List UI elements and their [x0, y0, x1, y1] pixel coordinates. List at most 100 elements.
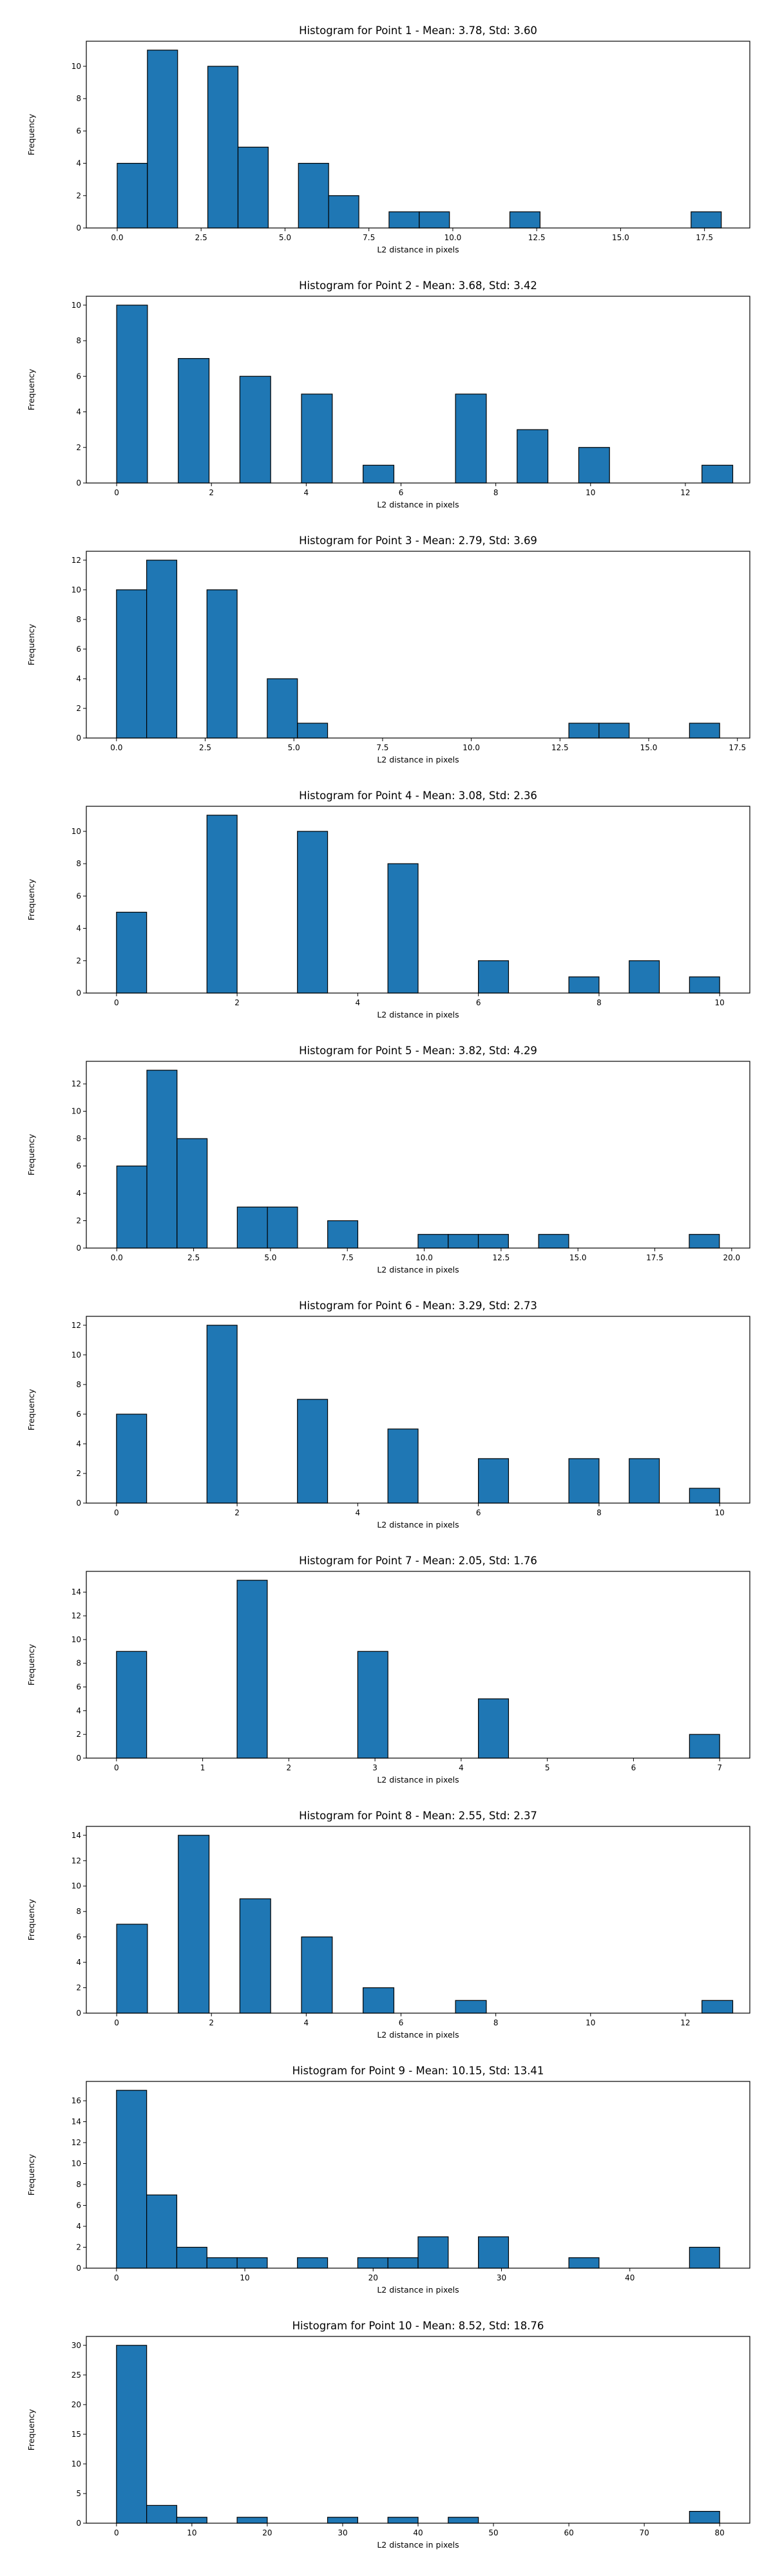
histogram-bar: [419, 211, 450, 229]
histogram-bar: [568, 2257, 600, 2269]
histogram-bar: [237, 146, 269, 229]
x-tick-label: 6: [399, 2018, 404, 2027]
y-axis-label: Frequency: [26, 623, 36, 665]
histogram-bar: [116, 1165, 148, 1249]
histogram-bar: [117, 162, 148, 229]
x-tick-label: 2: [209, 2018, 214, 2027]
histogram-bar: [178, 1835, 210, 2014]
histogram-bar: [701, 464, 734, 484]
y-tick-label: 20: [72, 2400, 81, 2409]
histogram-bar: [267, 1206, 298, 1249]
x-tick-label: 1: [200, 1763, 205, 1772]
chart-title: Histogram for Point 8 - Mean: 2.55, Std:…: [299, 1810, 537, 1822]
x-tick-label: 0: [114, 2018, 119, 2027]
histogram-bar: [178, 358, 210, 484]
x-tick-label: 0.0: [110, 743, 122, 752]
y-tick-label: 5: [76, 2489, 81, 2498]
histogram-bar: [206, 815, 238, 994]
x-axis-label: L2 distance in pixels: [377, 2540, 459, 2550]
y-tick-label: 15: [72, 2430, 81, 2439]
x-tick-label: 50: [488, 2528, 498, 2537]
x-tick-label: 7.5: [363, 233, 375, 242]
x-tick-label: 0: [114, 998, 119, 1007]
histogram-bar: [239, 375, 271, 484]
y-tick-label: 4: [76, 1189, 81, 1198]
x-tick-label: 5.0: [288, 743, 300, 752]
x-tick-label: 80: [715, 2528, 725, 2537]
histogram-bar: [691, 211, 722, 229]
histogram-bar: [116, 1414, 148, 1504]
histogram-bar: [297, 1399, 329, 1504]
histogram-bar: [629, 1458, 660, 1504]
histogram-bar: [116, 2345, 148, 2524]
y-tick-label: 14: [72, 2117, 81, 2126]
histogram-bar: [207, 66, 239, 229]
x-tick-label: 30: [497, 2273, 506, 2282]
x-tick-label: 4: [459, 1763, 464, 1772]
x-tick-label: 12: [680, 488, 690, 497]
x-tick-label: 6: [476, 1508, 481, 1517]
y-tick-label: 8: [76, 1659, 81, 1668]
histogram-bar: [363, 464, 395, 484]
histogram-bar: [538, 1234, 569, 1249]
histogram-bar: [327, 2517, 358, 2524]
histogram-panel-6: Histogram for Point 6 - Mean: 3.29, Std:…: [26, 1300, 750, 1530]
x-tick-label: 10.0: [444, 233, 462, 242]
y-tick-label: 2: [76, 191, 81, 200]
plot-frame: [86, 2336, 750, 2524]
y-tick-label: 4: [76, 924, 81, 933]
histogram-bar: [387, 2517, 419, 2524]
y-tick-label: 0: [76, 1499, 81, 1508]
x-tick-label: 17.5: [646, 1253, 663, 1262]
y-tick-label: 2: [76, 704, 81, 713]
y-tick-label: 4: [76, 674, 81, 683]
x-tick-label: 12.5: [493, 1253, 510, 1262]
histogram-bar: [455, 393, 487, 484]
histogram-bar: [146, 1070, 178, 1249]
x-tick-label: 4: [356, 1508, 361, 1517]
x-tick-label: 20.0: [723, 1253, 740, 1262]
y-tick-label: 12: [72, 1079, 81, 1088]
x-tick-label: 7: [717, 1763, 722, 1772]
y-tick-label: 6: [76, 891, 81, 900]
histogram-bar: [477, 1234, 509, 1249]
histogram-bar: [206, 589, 238, 739]
histogram-panel-5: Histogram for Point 5 - Mean: 3.82, Std:…: [26, 1045, 750, 1274]
x-tick-label: 15.0: [569, 1253, 587, 1262]
y-tick-label: 6: [76, 126, 81, 135]
y-tick-label: 0: [76, 1244, 81, 1253]
y-axis-label: Frequency: [26, 2409, 36, 2450]
histogram-bar: [116, 911, 148, 994]
x-tick-label: 4: [304, 2018, 309, 2027]
x-tick-label: 12.5: [528, 233, 546, 242]
x-tick-label: 2.5: [199, 743, 211, 752]
y-axis-label: Frequency: [26, 2154, 36, 2195]
x-tick-label: 2.5: [187, 1253, 200, 1262]
y-axis-label: Frequency: [26, 1133, 36, 1175]
x-tick-label: 2: [234, 998, 240, 1007]
histogram-bar: [455, 2000, 487, 2014]
histogram-bar: [328, 195, 359, 229]
x-tick-label: 10: [187, 2528, 196, 2537]
y-tick-label: 2: [76, 1730, 81, 1739]
plot-frame: [86, 1571, 750, 1759]
y-tick-label: 6: [76, 2201, 81, 2210]
y-tick-label: 0: [76, 2519, 81, 2528]
y-tick-label: 8: [76, 94, 81, 103]
histogram-bar: [689, 1734, 720, 1759]
y-tick-label: 10: [72, 1107, 81, 1116]
y-tick-label: 0: [76, 2009, 81, 2018]
x-tick-label: 8: [493, 488, 499, 497]
y-tick-label: 4: [76, 2222, 81, 2231]
y-tick-label: 0: [76, 734, 81, 743]
x-tick-label: 10: [715, 998, 725, 1007]
y-tick-label: 4: [76, 1439, 81, 1448]
y-axis-label: Frequency: [26, 1643, 36, 1685]
y-tick-label: 10: [72, 301, 81, 310]
histogram-bar: [236, 1580, 268, 1759]
y-tick-label: 12: [72, 1611, 81, 1620]
histogram-bar: [629, 960, 660, 994]
y-tick-label: 14: [72, 1831, 81, 1840]
y-tick-label: 2: [76, 1217, 81, 1226]
